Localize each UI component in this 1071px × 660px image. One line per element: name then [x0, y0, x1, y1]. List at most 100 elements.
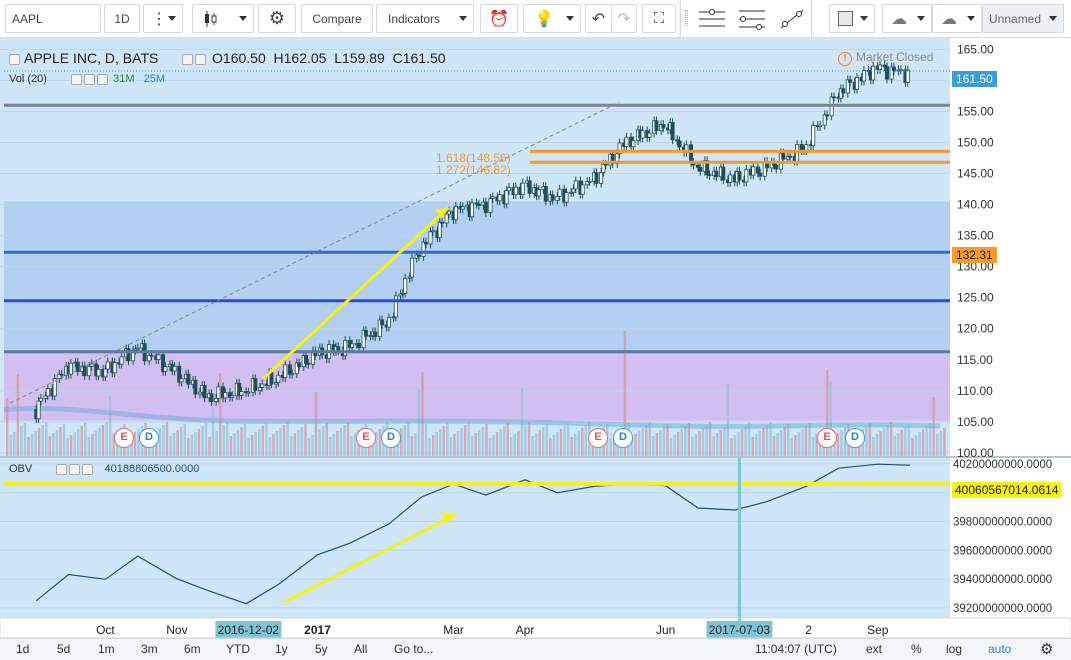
volume-bar [666, 424, 669, 456]
range-5d[interactable]: 5d [57, 642, 71, 656]
legend-visibility-icon[interactable] [182, 53, 194, 65]
obv-value: 40188806500.0000 [104, 463, 200, 475]
volume-settings-icon[interactable] [84, 73, 96, 85]
earnings-event-marker[interactable]: E [817, 428, 837, 448]
goto-button[interactable]: Go to... [394, 642, 434, 656]
candle-body [721, 166, 726, 181]
legend-settings-icon[interactable] [195, 53, 207, 65]
range-1m[interactable]: 1m [98, 642, 115, 656]
fib-retracement-icon[interactable] [737, 6, 767, 32]
time-axis-label: 2016-12-02 [218, 623, 280, 637]
earnings-event-marker[interactable]: E [356, 428, 376, 448]
dividend-event-marker[interactable]: D [613, 428, 633, 448]
range-6m[interactable]: 6m [184, 642, 201, 656]
volume-bar [570, 437, 573, 456]
dividend-event-marker[interactable]: D [845, 428, 865, 448]
candle-body [428, 231, 433, 245]
obv-close-icon[interactable] [82, 463, 94, 475]
auto-toggle[interactable]: auto [988, 642, 1012, 656]
trend-arrow [262, 206, 450, 380]
horizontal-lines-icon[interactable] [697, 6, 727, 32]
range-all[interactable]: All [354, 642, 368, 656]
volume-bar [652, 436, 655, 456]
dividend-event-marker[interactable]: D [381, 428, 401, 448]
clock-time[interactable]: 11:04:07 (UTC) [755, 642, 837, 656]
drag-handle[interactable] [685, 10, 688, 26]
volume-bar [758, 431, 761, 456]
volume-bar [645, 425, 648, 456]
range-3m[interactable]: 3m [141, 642, 158, 656]
volume-bar [172, 433, 176, 456]
candle-body [884, 66, 889, 80]
price-axis-label: 130.00 [957, 260, 994, 274]
chart-style-button[interactable] [192, 4, 254, 33]
volume-bar [222, 425, 225, 456]
candle-body [430, 230, 435, 233]
percent-toggle[interactable]: % [911, 642, 922, 656]
range-ytd[interactable]: YTD [226, 642, 250, 656]
earnings-event-marker[interactable]: E [114, 428, 134, 448]
interval-selector[interactable]: 1D [104, 4, 140, 33]
candle-body [878, 64, 883, 70]
volume-bar [300, 427, 304, 456]
candle-body [377, 319, 382, 338]
gear-icon[interactable]: ⚙ [1040, 641, 1054, 658]
load-layout-button[interactable]: ☁ [882, 4, 932, 33]
log-toggle[interactable]: log [946, 642, 963, 656]
arrow-head [441, 512, 457, 525]
volume-bar [98, 428, 101, 456]
candle-body [698, 167, 703, 172]
indicators-button[interactable]: Indicators [376, 4, 474, 33]
replay-button[interactable]: 💡 [523, 4, 581, 33]
volume-bar [481, 427, 485, 456]
candle-body [57, 373, 62, 380]
candle-body [555, 196, 560, 201]
redo-button[interactable]: ↷ [611, 4, 637, 33]
save-layout-button[interactable]: ☁ [932, 4, 982, 33]
compare-button[interactable]: Compare [301, 4, 373, 33]
symbol-search[interactable]: AAPL [5, 4, 101, 33]
candle-body [89, 363, 94, 367]
volume-visibility-icon[interactable] [71, 73, 83, 85]
obv-settings-icon[interactable] [69, 463, 81, 475]
candle-body [453, 205, 458, 221]
volume-bar [314, 392, 318, 456]
interval-more-menu[interactable]: ⋮ [143, 4, 183, 33]
candle-body [527, 180, 532, 194]
candle-body [822, 114, 827, 126]
volume-bar [577, 431, 580, 456]
volume-bar [41, 425, 44, 456]
alert-button[interactable]: ⏰ [480, 4, 518, 33]
volume-bar [236, 430, 240, 456]
candle-body [363, 330, 368, 337]
range-1d[interactable]: 1d [16, 642, 30, 656]
range-1y[interactable]: 1y [275, 642, 288, 656]
candle-body [799, 144, 804, 152]
legend-collapse-icon[interactable] [9, 53, 20, 65]
candle-body [573, 180, 578, 190]
candle-body [536, 189, 541, 197]
ext-toggle[interactable]: ext [866, 642, 883, 656]
obv-visibility-icon[interactable] [56, 463, 68, 475]
volume-close-icon[interactable] [97, 73, 109, 85]
layout-name-button[interactable]: Unnamed [982, 4, 1064, 33]
volume-bar [215, 431, 218, 456]
settings-button[interactable]: ⚙ [258, 4, 296, 33]
dividend-event-marker[interactable]: D [139, 428, 159, 448]
color-picker-button[interactable] [829, 4, 875, 33]
candle-body [631, 140, 636, 148]
candle-body [504, 190, 509, 205]
volume-bar [694, 434, 698, 456]
redo-icon: ↷ [617, 10, 631, 28]
earnings-event-marker[interactable]: E [588, 428, 608, 448]
chart-area[interactable]: 100.00 105.00 110.00 115.00 120.00 125.00 130.… [0, 38, 1071, 638]
volume-bar [737, 432, 740, 456]
chart-canvas[interactable]: 100.00 105.00 110.00 115.00 120.00 125.00 130.… [0, 38, 1071, 638]
fullscreen-button[interactable]: ⛶ [642, 4, 676, 33]
trend-line-icon[interactable] [777, 6, 807, 32]
volume-bar [268, 437, 272, 456]
undo-button[interactable]: ↶ [585, 4, 611, 33]
volume-ma-value: 25M [143, 73, 166, 85]
candle-body [253, 378, 258, 391]
range-5y[interactable]: 5y [315, 642, 328, 656]
